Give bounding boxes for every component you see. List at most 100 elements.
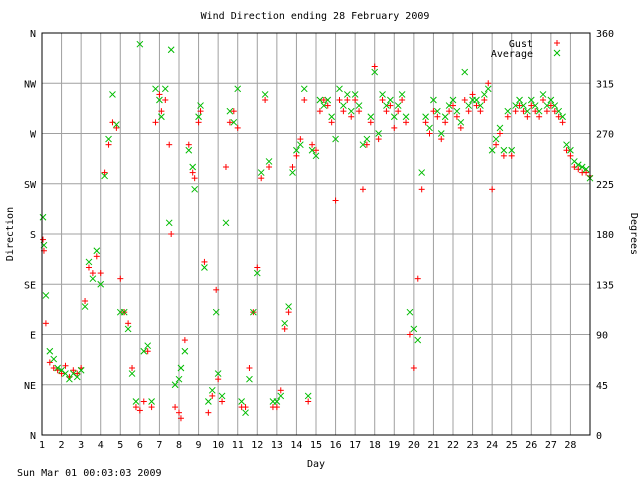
y2-tick-label: 315 <box>596 79 614 90</box>
point-gust <box>336 97 343 103</box>
point-average <box>195 113 202 121</box>
point-average <box>265 158 273 165</box>
point-gust <box>371 63 378 70</box>
point-average <box>484 85 492 93</box>
point-average <box>418 169 426 176</box>
series-gust <box>39 63 593 422</box>
point-average <box>89 275 97 283</box>
point-gust <box>293 152 300 159</box>
point-gust <box>320 97 327 103</box>
point-average <box>234 85 242 93</box>
point-gust <box>344 97 351 103</box>
point-average <box>171 381 179 389</box>
point-gust <box>508 152 515 159</box>
point-average <box>238 398 245 405</box>
point-average <box>390 113 398 121</box>
point-gust <box>536 113 543 120</box>
point-gust <box>46 359 53 366</box>
point-gust <box>383 108 390 115</box>
point-average <box>351 91 359 98</box>
point-gust <box>242 404 249 411</box>
point-average <box>93 247 101 255</box>
axis-labels: 1 2 3 4 5 6 7 8 9 10 11 12 13 14 15 16 17 18 19 20 21 22 23 24 2… <box>24 29 614 451</box>
point-gust <box>313 147 319 154</box>
point-gust <box>62 362 69 369</box>
point-gust <box>136 407 143 414</box>
legend-marker-average <box>553 49 561 57</box>
point-average <box>42 292 50 299</box>
point-average <box>332 135 339 143</box>
y-tick-label: N <box>30 431 36 442</box>
chart-title: Wind Direction ending 28 February 2009 <box>201 11 430 22</box>
point-average <box>441 113 449 121</box>
point-gust <box>230 108 237 115</box>
point-average <box>165 219 173 227</box>
point-average <box>567 146 574 154</box>
point-average <box>120 308 128 316</box>
point-gust <box>191 175 198 182</box>
point-average <box>324 96 332 104</box>
point-gust <box>215 376 222 383</box>
point-average <box>379 91 386 98</box>
point-average <box>500 146 508 154</box>
point-gust <box>209 392 216 399</box>
point-average <box>359 141 367 149</box>
point-average <box>148 398 155 405</box>
x-tick-label: 22 <box>447 440 459 451</box>
point-gust <box>129 365 136 371</box>
point-average <box>449 96 457 104</box>
point-average <box>205 398 212 405</box>
point-gust <box>352 97 359 103</box>
point-gust <box>418 186 425 193</box>
x-tick-label: 18 <box>369 440 381 451</box>
point-average <box>504 107 512 115</box>
point-gust <box>422 119 429 126</box>
x-tick-label: 14 <box>290 440 302 451</box>
plot-frame <box>41 32 591 436</box>
legend-marker-symbol <box>554 40 560 46</box>
point-gust <box>82 298 89 304</box>
point-average <box>375 130 382 137</box>
point-gust <box>516 102 523 109</box>
point-gust <box>156 91 163 98</box>
y2-tick-label: 90 <box>596 331 608 342</box>
point-gust <box>375 136 382 143</box>
point-average <box>226 107 234 115</box>
legend: Gust Average <box>491 39 561 60</box>
point-average <box>437 130 445 137</box>
point-average <box>512 102 519 109</box>
point-gust <box>305 398 312 405</box>
y2-tick-label: 180 <box>596 230 614 241</box>
point-average <box>445 102 453 109</box>
point-gust <box>89 270 96 277</box>
point-gust <box>148 404 155 411</box>
point-gust <box>504 113 511 120</box>
point-average <box>158 113 165 121</box>
point-gust <box>426 130 433 137</box>
x-tick-label: 25 <box>506 440 518 451</box>
point-gust <box>410 365 417 371</box>
point-gust <box>297 136 304 143</box>
point-gust <box>430 108 437 115</box>
point-average <box>101 172 108 180</box>
point-average <box>340 102 347 109</box>
point-average <box>140 347 148 355</box>
point-average <box>328 113 336 121</box>
x-tick-label: 28 <box>564 440 576 451</box>
point-gust <box>50 365 57 371</box>
point-gust <box>125 320 132 327</box>
x-tick-label: 16 <box>330 440 342 451</box>
point-average <box>422 113 429 121</box>
point-gust <box>563 147 570 154</box>
point-average <box>563 141 570 149</box>
point-average <box>167 46 175 54</box>
point-average <box>336 85 343 93</box>
point-average <box>201 264 208 271</box>
point-average <box>527 96 535 104</box>
y2-tick-label: 225 <box>596 180 614 191</box>
point-gust <box>367 119 374 126</box>
point-gust <box>438 136 445 143</box>
point-gust <box>277 387 284 394</box>
point-average <box>574 161 582 169</box>
